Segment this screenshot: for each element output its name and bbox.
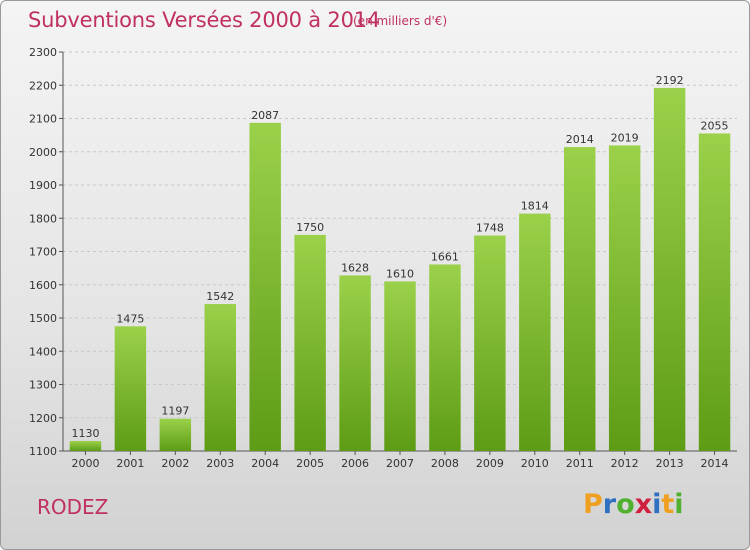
- y-tick-label: 1300: [29, 379, 57, 392]
- x-tick-label: 2001: [116, 457, 144, 470]
- bars: [69, 87, 731, 451]
- x-tick-label: 2011: [566, 457, 594, 470]
- logo-letter: i: [674, 489, 684, 520]
- bar-value-label: 1628: [341, 261, 369, 274]
- chart-title: Subventions Versées 2000 à 2014: [28, 8, 381, 32]
- bar: [249, 122, 281, 451]
- bar: [339, 275, 371, 451]
- x-tick-label: 2009: [476, 457, 504, 470]
- logo-letter: x: [634, 489, 653, 520]
- y-tick-label: 1500: [29, 312, 57, 325]
- logo-letter: t: [661, 489, 675, 520]
- bar: [564, 147, 596, 451]
- y-tick-label: 2300: [29, 46, 57, 59]
- bar-value-label: 2192: [656, 74, 684, 87]
- bar: [474, 235, 506, 451]
- bar: [114, 326, 147, 451]
- x-tick-label: 2013: [656, 457, 684, 470]
- y-tick-label: 2200: [29, 79, 57, 92]
- y-tick-label: 2100: [29, 113, 57, 126]
- x-tick-label: 2010: [521, 457, 549, 470]
- y-tick-label: 1800: [29, 212, 57, 225]
- bar: [294, 234, 326, 451]
- chart-subtitle: (en milliers d'€): [353, 14, 448, 28]
- logo-letter: o: [616, 489, 635, 520]
- bar: [384, 281, 416, 451]
- bar: [653, 87, 686, 451]
- logo-letter: r: [602, 489, 617, 520]
- bar-value-label: 2019: [611, 131, 639, 144]
- proxiti-logo: Proxiti: [583, 489, 684, 520]
- data-labels: 1130 1475 1197 1542 2087 1750 1628 1610 1661 1748…: [71, 74, 728, 440]
- bar: [159, 418, 192, 451]
- bar-value-label: 1475: [116, 312, 144, 325]
- bar: [69, 441, 102, 451]
- y-tick-label: 1200: [29, 412, 57, 425]
- y-tick-label: 1400: [29, 345, 57, 358]
- bar: [698, 133, 731, 451]
- city-name: RODEZ: [37, 495, 109, 519]
- bar-value-label: 2087: [251, 109, 279, 122]
- bar: [204, 304, 236, 451]
- bar-value-label: 2014: [566, 133, 594, 146]
- x-tick-label: 2002: [161, 457, 189, 470]
- x-tick-label: 2012: [611, 457, 639, 470]
- y-tick-label: 1700: [29, 246, 57, 259]
- logo-letter: P: [583, 489, 603, 520]
- bar-value-label: 1748: [476, 222, 504, 235]
- y-tick-label: 2000: [29, 146, 57, 159]
- bar-value-label: 1130: [71, 427, 99, 440]
- logo-letter: i: [652, 489, 662, 520]
- bar-value-label: 1750: [296, 221, 324, 234]
- bar-value-label: 1542: [206, 290, 234, 303]
- x-tick-label: 2007: [386, 457, 414, 470]
- y-tick-label: 1100: [29, 445, 57, 458]
- bar-value-label: 1661: [431, 250, 459, 263]
- bar-value-label: 2055: [701, 119, 729, 132]
- bar-value-label: 1197: [161, 405, 189, 418]
- y-tick-label: 1900: [29, 179, 57, 192]
- x-tick-label: 2003: [206, 457, 234, 470]
- x-tick-label: 2014: [701, 457, 729, 470]
- x-tick-label: 2008: [431, 457, 459, 470]
- bar-value-label: 1814: [521, 200, 549, 213]
- x-tick-label: 2006: [341, 457, 369, 470]
- bar: [429, 264, 461, 451]
- y-tick-label: 1600: [29, 279, 57, 292]
- x-tick-label: 2000: [71, 457, 99, 470]
- bar-value-label: 1610: [386, 267, 414, 280]
- bar: [519, 213, 551, 451]
- bar: [608, 145, 641, 451]
- x-tick-label: 2004: [251, 457, 279, 470]
- x-tick-label: 2005: [296, 457, 324, 470]
